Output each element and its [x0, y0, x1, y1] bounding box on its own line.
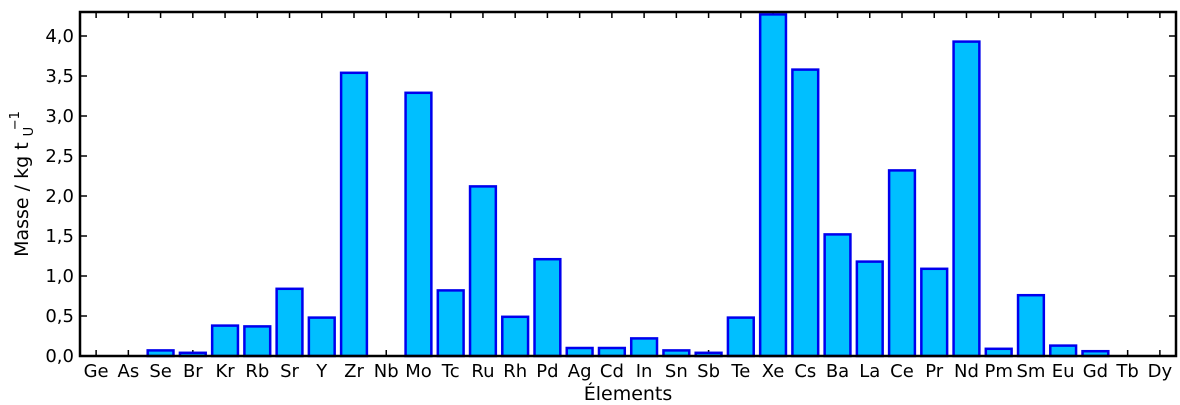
x-tick-label-br: Br: [183, 361, 203, 382]
x-tick-label-ce: Ce: [890, 361, 914, 382]
bar-y: [307, 316, 336, 358]
y-axis-ticks: 0,0 0,5 1,0 1,5 2,0 2,5 3,0 3,5 4,0: [45, 26, 1176, 367]
y-tick-label: 0,5: [45, 306, 74, 327]
x-tick-label-tc: Tc: [441, 361, 460, 382]
bar-ce: [887, 169, 917, 358]
x-tick-label-ru: Ru: [471, 361, 494, 382]
x-tick-label-cs: Cs: [794, 361, 816, 382]
bar-kr: [210, 324, 240, 358]
x-tick-label-se: Se: [149, 361, 172, 382]
x-tick-label-ge: Ge: [84, 361, 109, 382]
x-tick-label-nd: Nd: [954, 361, 979, 382]
x-tick-label-sb: Sb: [697, 361, 720, 382]
y-tick-label: 0,0: [45, 346, 74, 367]
x-tick-label-rh: Rh: [503, 361, 527, 382]
x-tick-label-la: La: [859, 361, 880, 382]
y-axis-label: Masse / kg t U −1: [8, 111, 38, 257]
bar-la: [855, 260, 884, 358]
x-axis-ticks: Ge As Se Br Kr Rb Sr Y Zr Nb Mo Tc Ru Rh Pd Ag Cd In Sn Sb T…: [84, 12, 1173, 382]
y-tick-label: 3,5: [45, 66, 74, 87]
bar-pr: [920, 267, 949, 358]
x-tick-label-nb: Nb: [374, 361, 399, 382]
y-axis-label-subscript: U: [22, 127, 37, 137]
bar-xe: [758, 13, 788, 358]
x-tick-label-mo: Mo: [405, 361, 432, 382]
x-tick-label-tb: Tb: [1115, 361, 1138, 382]
x-tick-label-sn: Sn: [665, 361, 688, 382]
y-tick-label: 3,0: [45, 106, 74, 127]
x-tick-label-sr: Sr: [280, 361, 299, 382]
x-tick-label-te: Te: [730, 361, 750, 382]
x-tick-label-dy: Dy: [1148, 361, 1173, 382]
bar-pd: [533, 257, 562, 358]
bar-cs: [791, 68, 820, 358]
bar-te: [726, 316, 755, 358]
x-tick-label-sm: Sm: [1016, 361, 1045, 382]
y-tick-label: 2,5: [45, 146, 74, 167]
bar-rh: [501, 315, 530, 358]
x-tick-label-pr: Pr: [925, 361, 944, 382]
x-tick-label-ba: Ba: [826, 361, 849, 382]
y-tick-label: 4,0: [45, 26, 74, 47]
bars-group: [146, 13, 1110, 358]
y-tick-label: 2,0: [45, 186, 74, 207]
y-axis-label-main: Masse / kg t: [11, 142, 33, 257]
bar-sr: [275, 287, 304, 358]
bar-in: [629, 337, 659, 358]
x-tick-label-eu: Eu: [1052, 361, 1075, 382]
y-axis-label-superscript: −1: [8, 111, 23, 130]
x-axis-label: Élements: [584, 382, 673, 405]
x-tick-label-rb: Rb: [245, 361, 269, 382]
bar-eu: [1049, 344, 1078, 358]
y-tick-label: 1,5: [45, 226, 74, 247]
x-tick-label-kr: Kr: [215, 361, 235, 382]
x-tick-label-pd: Pd: [536, 361, 558, 382]
bar-rb: [243, 325, 272, 358]
bar-ba: [823, 233, 852, 358]
x-tick-label-pm: Pm: [985, 361, 1013, 382]
bar-nd: [952, 40, 981, 358]
x-tick-label-cd: Cd: [600, 361, 624, 382]
x-tick-label-in: In: [636, 361, 653, 382]
x-tick-label-zr: Zr: [344, 361, 364, 382]
bar-zr: [339, 71, 369, 358]
bar-sm: [1016, 293, 1046, 358]
y-tick-label: 1,0: [45, 266, 74, 287]
x-tick-label-gd: Gd: [1083, 361, 1108, 382]
bar-ru: [468, 185, 498, 358]
plot-frame: [78, 10, 1178, 358]
bar-tc: [436, 289, 465, 358]
x-tick-label-ag: Ag: [568, 361, 592, 382]
bar-mo: [404, 91, 433, 358]
x-tick-label-as: As: [118, 361, 140, 382]
x-tick-label-y: Y: [315, 361, 328, 382]
x-tick-label-xe: Xe: [762, 361, 785, 382]
